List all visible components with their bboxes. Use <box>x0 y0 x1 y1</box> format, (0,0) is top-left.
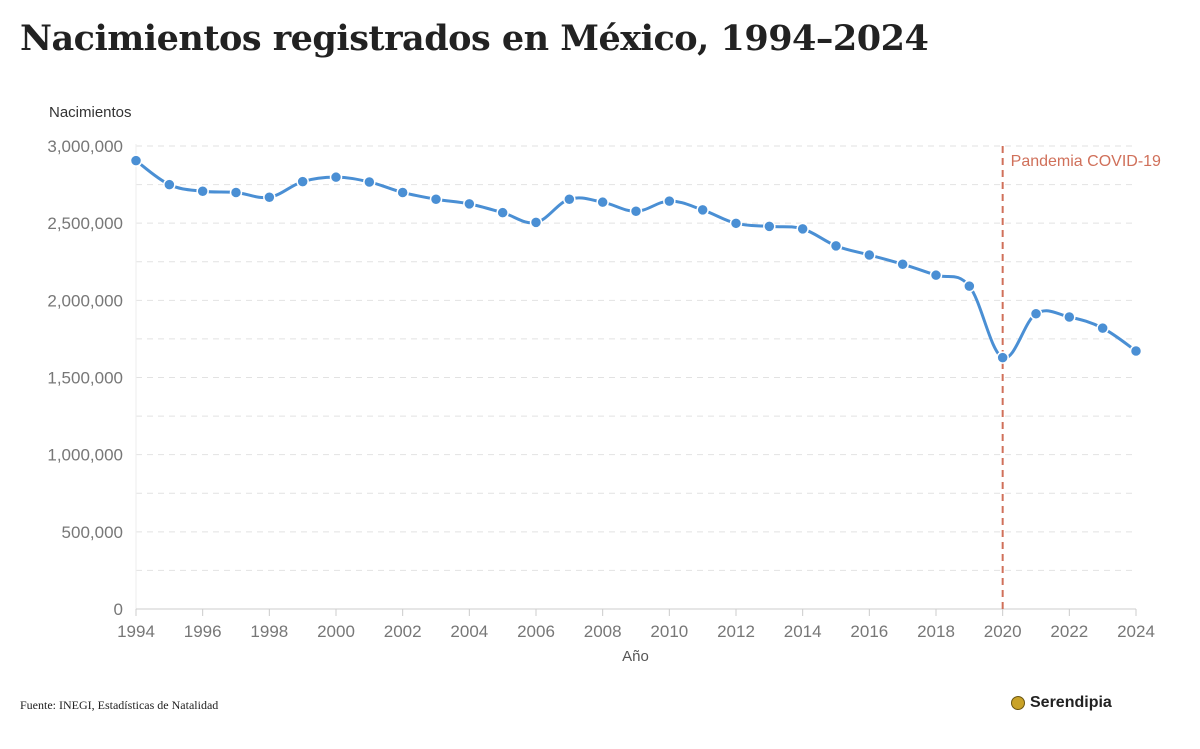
data-point <box>563 192 576 206</box>
annotations: Pandemia COVID-19 <box>1001 146 1161 609</box>
x-tick-label: 2014 <box>784 622 822 641</box>
data-point <box>896 257 909 271</box>
data-point <box>429 192 443 206</box>
data-point <box>1063 310 1076 324</box>
x-tick-label: 1994 <box>117 622 155 641</box>
x-tick-label: 2024 <box>1117 622 1155 641</box>
data-point <box>1129 344 1143 358</box>
y-tick-label: 2,000,000 <box>47 291 123 310</box>
data-point <box>529 216 543 229</box>
y-tick-label: 500,000 <box>62 523 123 542</box>
data-point <box>363 175 376 189</box>
grid-lines <box>136 145 1136 571</box>
data-point <box>163 178 176 191</box>
data-point <box>496 206 509 219</box>
data-point <box>396 186 409 199</box>
brand-name: Serendipia <box>1030 694 1112 711</box>
chart-title: Nacimientos registrados en México, 1994–… <box>20 18 929 59</box>
data-point <box>196 184 209 198</box>
x-tick-label: 2002 <box>384 622 422 641</box>
y-axis-title: Nacimientos <box>49 104 132 121</box>
series-group <box>129 154 1143 364</box>
data-point <box>329 170 343 184</box>
annotation-label: Pandemia COVID-19 <box>1011 153 1161 170</box>
y-tick-label: 2,500,000 <box>47 214 123 233</box>
brand: Serendipia <box>1011 694 1112 712</box>
x-tick-label: 2020 <box>984 622 1022 641</box>
x-tick-label: 2008 <box>584 622 622 641</box>
data-point <box>829 239 843 253</box>
x-tick-label: 1998 <box>250 622 288 641</box>
series-line <box>134 159 1138 360</box>
x-tick-label: 2010 <box>650 622 688 641</box>
y-tick-labels: 0 500,000 1,000,000 1,500,000 2,000,000 2,500… <box>47 137 123 619</box>
x-tick-label: 2004 <box>450 622 488 641</box>
data-point <box>663 194 676 208</box>
data-point <box>129 154 143 167</box>
x-axis-title: Año <box>622 648 649 665</box>
data-point <box>629 205 643 218</box>
x-tick-label: 2018 <box>917 622 955 641</box>
data-point <box>796 222 809 236</box>
data-point <box>996 351 1009 364</box>
data-point <box>229 186 243 199</box>
axes <box>135 144 1137 616</box>
serendipia-logo-icon <box>1011 696 1025 710</box>
data-point <box>963 279 976 293</box>
y-tick-label: 1,000,000 <box>47 446 123 465</box>
y-tick-label: 1,500,000 <box>47 369 123 388</box>
data-point <box>263 190 276 204</box>
data-point <box>729 217 743 230</box>
x-tick-label: 2022 <box>1050 622 1088 641</box>
x-tick-label: 2006 <box>517 622 555 641</box>
data-point <box>696 203 709 217</box>
data-point <box>929 268 943 282</box>
data-point <box>463 197 476 211</box>
data-point <box>863 248 876 262</box>
data-point <box>596 195 609 209</box>
y-tick-label: 3,000,000 <box>47 137 123 156</box>
data-point <box>763 220 776 233</box>
x-tick-label: 2012 <box>717 622 755 641</box>
x-tick-labels: 1994 1996 1998 2000 2002 2004 2006 2008 2010 2012… <box>117 622 1155 641</box>
data-point <box>1096 321 1109 335</box>
x-tick-label: 2016 <box>850 622 888 641</box>
y-tick-label: 0 <box>114 600 123 619</box>
x-tick-label: 2000 <box>317 622 355 641</box>
data-point <box>1029 307 1043 321</box>
data-point <box>296 175 309 188</box>
source-note: Fuente: INEGI, Estadísticas de Natalidad <box>20 698 219 712</box>
x-tick-label: 1996 <box>184 622 222 641</box>
